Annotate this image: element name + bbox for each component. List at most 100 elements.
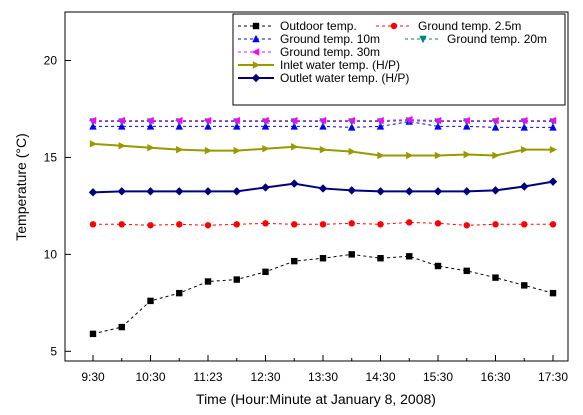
series-layer: [88, 115, 558, 338]
data-point: [118, 323, 125, 331]
data-point: [204, 122, 212, 130]
x-tick-label: 11:23: [193, 370, 222, 384]
data-point: [318, 116, 327, 125]
x-tick-label: 9:30: [81, 370, 105, 384]
data-point: [233, 276, 240, 283]
x-tick-label: 12:30: [250, 370, 280, 384]
data-point: [252, 22, 260, 30]
legend-label: Ground temp. 20m: [447, 32, 547, 46]
data-point: [262, 268, 269, 276]
data-point: [232, 116, 240, 125]
legend-label: Ground temp. 2.5m: [418, 19, 521, 33]
data-point: [262, 220, 269, 227]
data-point: [434, 220, 442, 227]
data-point: [175, 116, 183, 125]
data-point: [318, 184, 328, 193]
data-point: [261, 116, 269, 125]
series: [88, 115, 557, 125]
data-point: [549, 145, 558, 154]
data-point: [548, 177, 558, 186]
data-point: [390, 22, 398, 30]
data-point: [548, 116, 557, 125]
x-tick-label: 14:30: [365, 370, 395, 384]
legend-item: Ground temp. 2.5m: [376, 19, 521, 33]
x-tick-label: 10:30: [135, 370, 165, 384]
data-point: [434, 122, 442, 130]
data-point: [406, 151, 414, 160]
data-point: [492, 221, 499, 228]
data-point: [176, 145, 184, 154]
data-point: [462, 116, 470, 125]
data-point: [89, 221, 97, 228]
y-tick-label: 5: [50, 344, 57, 358]
data-point: [252, 61, 261, 69]
data-point: [118, 221, 125, 228]
data-point: [204, 146, 213, 155]
x-tick-label: 17:30: [538, 370, 568, 384]
data-point: [176, 221, 183, 228]
data-point: [175, 122, 183, 130]
legend-label: Ground temp. 30m: [280, 45, 380, 59]
y-tick-label: 15: [44, 150, 58, 164]
data-point: [252, 34, 260, 43]
data-point: [405, 115, 413, 124]
data-point: [88, 116, 97, 125]
series: [89, 219, 557, 229]
data-point: [347, 116, 355, 125]
data-point: [233, 221, 240, 228]
data-point: [377, 221, 384, 228]
data-point: [204, 278, 212, 285]
x-tick-label: 16:30: [480, 370, 510, 384]
legend-item: Inlet water temp. (H/P): [238, 58, 400, 72]
data-point: [405, 187, 414, 196]
data-point: [348, 147, 356, 156]
data-point: [377, 255, 384, 262]
data-point: [118, 122, 126, 130]
data-point: [521, 282, 528, 289]
data-point: [319, 221, 327, 228]
legend-label: Outlet water temp. (H/P): [280, 71, 409, 85]
data-point: [462, 187, 471, 196]
data-point: [262, 144, 270, 153]
legend-item: Ground temp. 20m: [405, 32, 547, 46]
data-point: [521, 145, 529, 154]
data-point: [434, 262, 442, 270]
data-point: [347, 186, 356, 195]
data-point: [290, 116, 298, 125]
data-point: [491, 123, 500, 131]
data-point: [291, 221, 298, 228]
data-point: [146, 122, 155, 130]
legend-item: Outdoor temp.: [238, 19, 357, 33]
data-point: [491, 186, 500, 195]
data-point: [233, 122, 241, 130]
data-point: [147, 144, 155, 152]
series: [88, 177, 558, 197]
data-point: [348, 251, 355, 258]
data-point: [291, 143, 299, 151]
data-point: [251, 48, 260, 56]
data-point: [419, 35, 427, 44]
legend-box: [232, 13, 566, 106]
x-axis-title: Time (Hour:Minute at January 8, 2008): [196, 391, 436, 407]
data-point: [549, 221, 557, 228]
data-point: [549, 289, 557, 297]
data-point: [251, 73, 261, 83]
data-point: [290, 179, 299, 188]
legend-label: Ground temp. 10m: [280, 32, 380, 46]
data-point: [147, 297, 154, 305]
data-point: [291, 257, 298, 265]
data-point: [433, 187, 443, 196]
legend-label: Inlet water temp. (H/P): [280, 58, 400, 72]
data-point: [203, 187, 213, 196]
series: [89, 140, 558, 160]
data-point: [175, 187, 184, 196]
data-point: [232, 187, 241, 196]
data-point: [204, 222, 212, 229]
legend-label: Outdoor temp.: [280, 19, 357, 33]
data-point: [118, 142, 126, 150]
x-tick-label: 15:30: [423, 370, 453, 384]
data-point: [463, 267, 470, 275]
data-point: [406, 253, 413, 260]
